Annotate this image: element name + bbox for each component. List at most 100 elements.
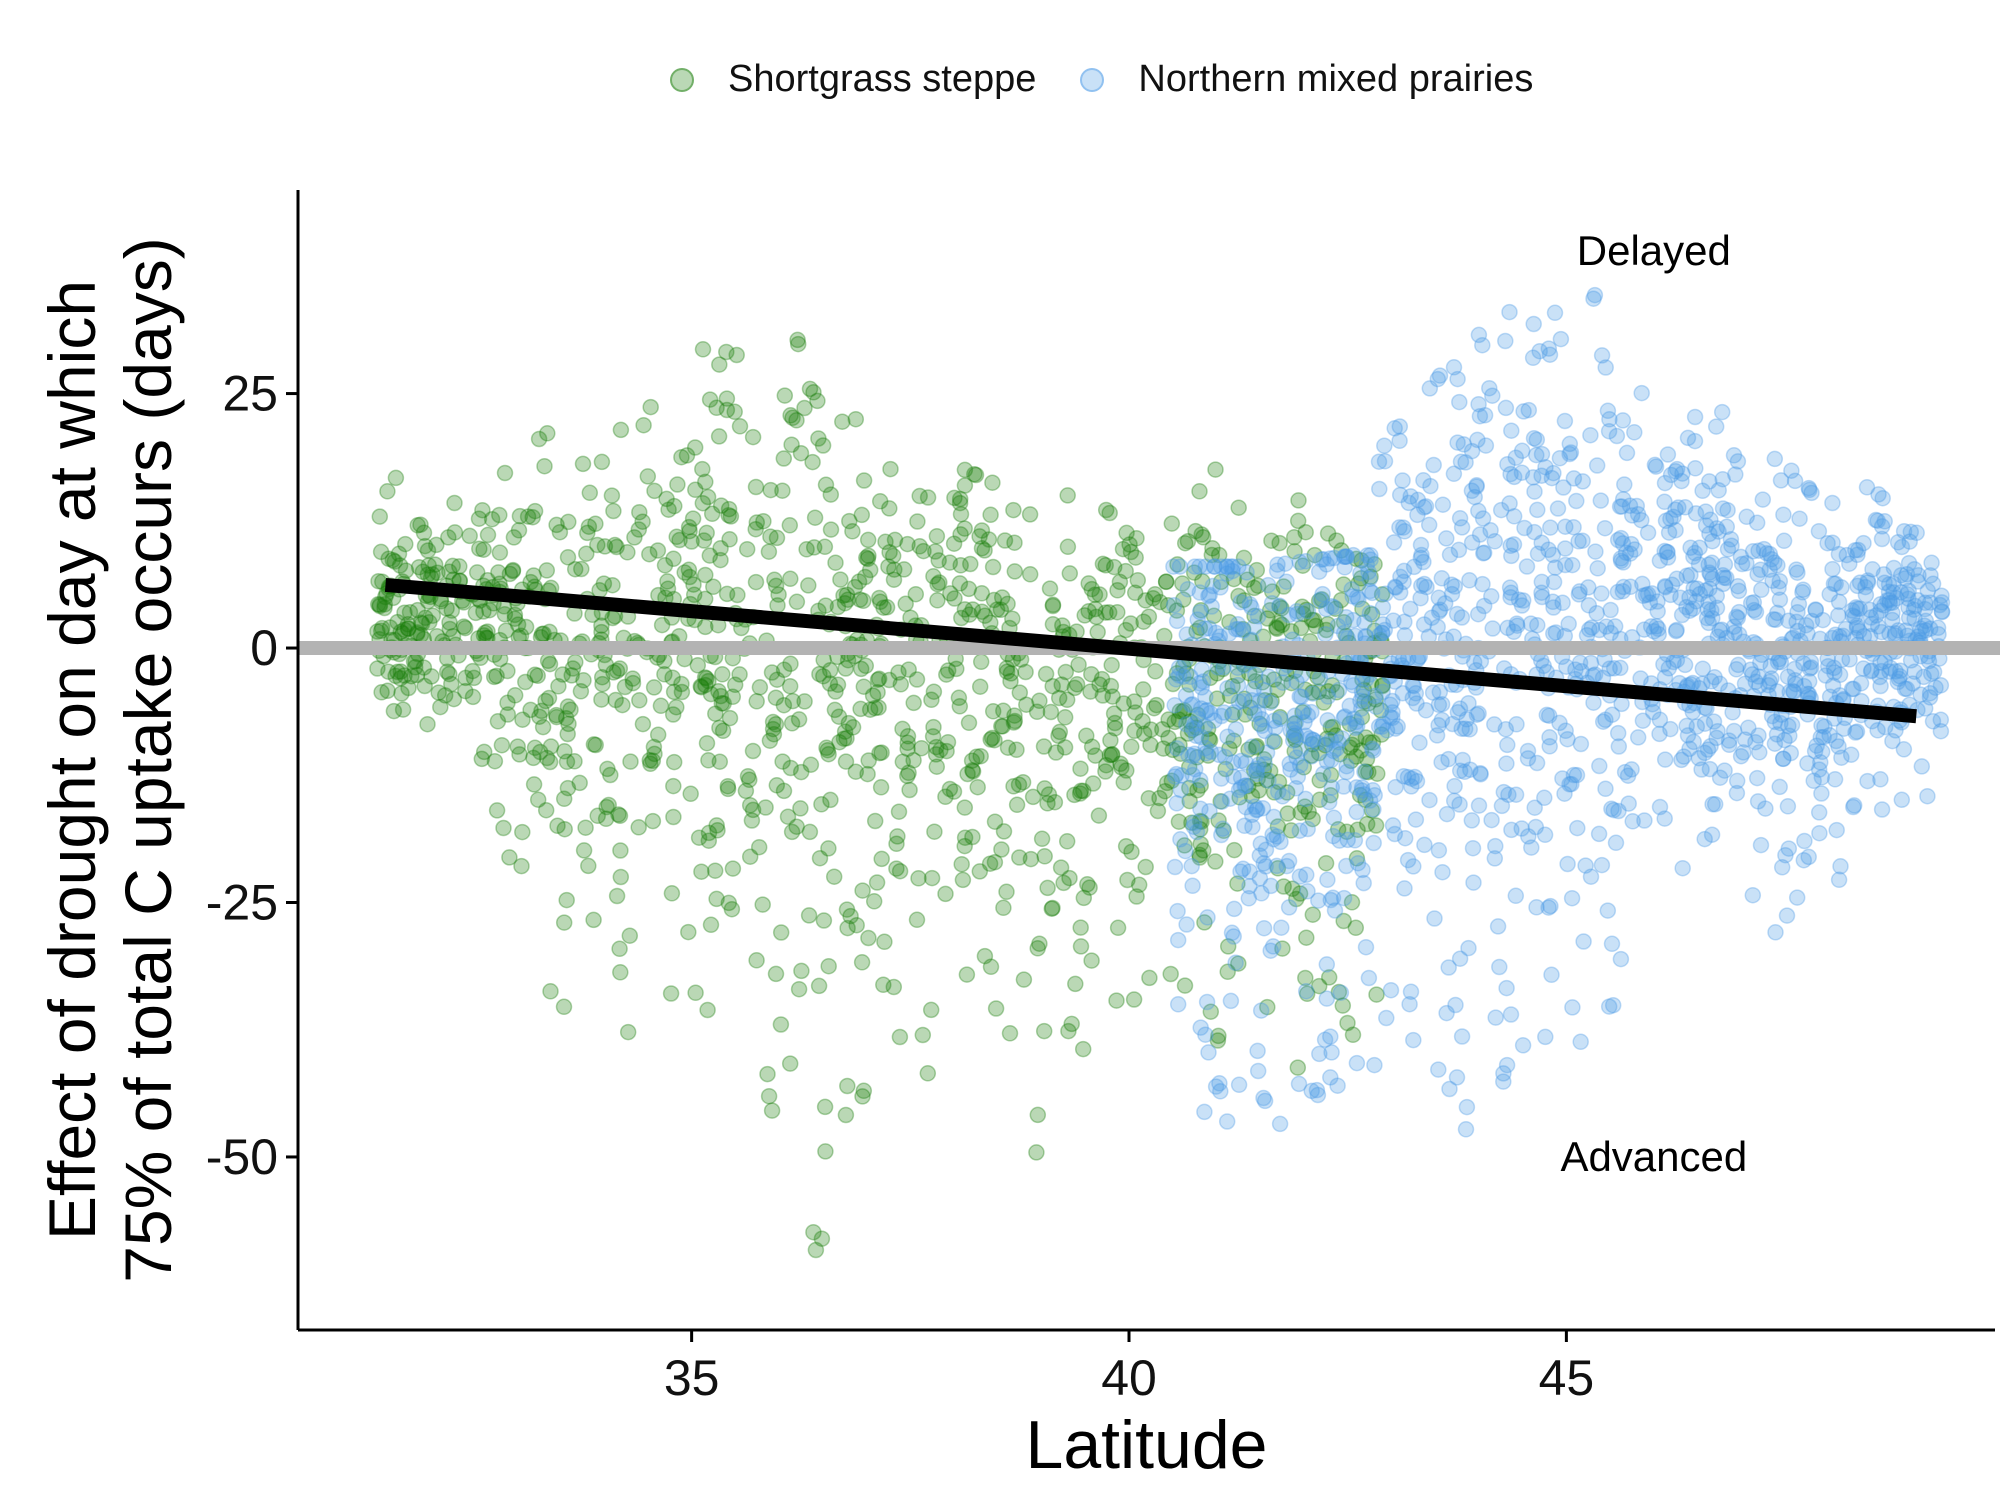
point-northern — [1613, 498, 1631, 515]
point-northern — [1821, 726, 1838, 744]
legend-item-northern: Northern mixed prairies — [1080, 58, 1533, 101]
point-shortgrass — [881, 671, 898, 689]
point-shortgrass — [386, 553, 404, 570]
point-shortgrass — [373, 619, 391, 637]
point-shortgrass — [1266, 733, 1283, 750]
point-northern — [1287, 780, 1305, 797]
point-northern — [1224, 558, 1241, 575]
point-northern — [1748, 769, 1766, 787]
point-northern — [1253, 717, 1271, 735]
point-shortgrass — [1242, 699, 1259, 717]
point-northern — [1912, 620, 1929, 637]
point-northern — [1438, 1004, 1455, 1022]
point-shortgrass — [579, 524, 596, 542]
point-northern — [1701, 580, 1718, 598]
point-northern — [1933, 603, 1951, 621]
point-shortgrass — [595, 575, 613, 592]
point-northern — [1673, 472, 1690, 490]
point-northern — [1608, 427, 1626, 445]
point-northern — [1796, 832, 1813, 850]
point-northern — [1637, 586, 1655, 604]
point-shortgrass — [1282, 822, 1300, 839]
point-shortgrass — [822, 791, 839, 809]
point-northern — [1696, 744, 1714, 762]
point-northern — [1265, 712, 1283, 729]
point-northern — [1336, 559, 1353, 576]
point-northern — [1470, 326, 1488, 344]
point-shortgrass — [491, 506, 508, 524]
point-shortgrass — [1117, 838, 1135, 855]
point-shortgrass — [819, 741, 836, 759]
point-shortgrass — [1024, 788, 1042, 806]
point-northern — [1396, 523, 1413, 540]
point-shortgrass — [838, 730, 855, 747]
point-shortgrass — [1039, 879, 1056, 897]
point-northern — [1648, 618, 1665, 635]
point-northern — [1601, 660, 1618, 677]
point-northern — [1681, 602, 1699, 619]
point-shortgrass — [1348, 850, 1366, 867]
point-shortgrass — [1163, 772, 1181, 790]
point-shortgrass — [403, 667, 420, 685]
point-northern — [1309, 734, 1326, 752]
point-northern — [1396, 627, 1414, 644]
point-shortgrass — [995, 702, 1012, 720]
point-northern — [1623, 535, 1640, 553]
point-shortgrass — [1164, 675, 1182, 693]
point-northern — [1656, 474, 1674, 492]
point-northern — [1391, 584, 1409, 601]
point-shortgrass — [1103, 746, 1121, 764]
point-northern — [1744, 543, 1762, 560]
point-shortgrass — [848, 916, 865, 934]
point-shortgrass — [1323, 676, 1341, 694]
point-shortgrass — [1018, 696, 1035, 713]
point-shortgrass — [538, 562, 556, 579]
point-northern — [1881, 591, 1898, 609]
point-shortgrass — [1050, 689, 1068, 707]
point-shortgrass — [645, 738, 663, 756]
point-northern — [1577, 857, 1594, 874]
point-shortgrass — [626, 529, 643, 546]
point-northern — [1882, 659, 1899, 677]
point-shortgrass — [1322, 719, 1340, 736]
point-shortgrass — [1002, 665, 1020, 682]
point-northern — [1857, 578, 1874, 596]
point-shortgrass — [1199, 747, 1217, 764]
point-shortgrass — [1176, 534, 1194, 552]
point-shortgrass — [865, 893, 883, 910]
point-shortgrass — [1201, 732, 1219, 749]
point-shortgrass — [524, 508, 541, 526]
point-northern — [1808, 737, 1825, 754]
point-northern — [1569, 819, 1586, 837]
point-shortgrass — [1168, 664, 1186, 682]
point-shortgrass — [551, 523, 569, 541]
point-shortgrass — [409, 517, 426, 534]
point-northern — [1482, 522, 1499, 539]
point-northern — [1192, 800, 1209, 817]
point-shortgrass — [741, 796, 759, 814]
point-shortgrass — [560, 715, 577, 733]
point-shortgrass — [826, 701, 844, 719]
point-shortgrass — [813, 796, 830, 813]
point-shortgrass — [525, 776, 543, 793]
point-shortgrass — [1083, 665, 1100, 683]
point-shortgrass — [748, 514, 766, 531]
point-northern — [1915, 668, 1932, 686]
point-northern — [1472, 653, 1490, 670]
point-northern — [1404, 689, 1422, 707]
point-shortgrass — [602, 766, 619, 784]
point-northern — [1449, 704, 1467, 721]
point-shortgrass — [1331, 745, 1349, 763]
point-shortgrass — [899, 734, 916, 752]
point-shortgrass — [1210, 812, 1227, 829]
x-tick-label: 40 — [1101, 1350, 1157, 1406]
point-shortgrass — [1194, 573, 1211, 590]
point-northern — [1892, 662, 1909, 679]
point-shortgrass — [713, 695, 731, 712]
point-shortgrass — [642, 398, 659, 416]
point-shortgrass — [1221, 687, 1239, 705]
point-shortgrass — [549, 817, 566, 835]
point-northern — [1363, 740, 1381, 758]
point-northern — [1234, 622, 1252, 639]
point-shortgrass — [829, 676, 847, 694]
